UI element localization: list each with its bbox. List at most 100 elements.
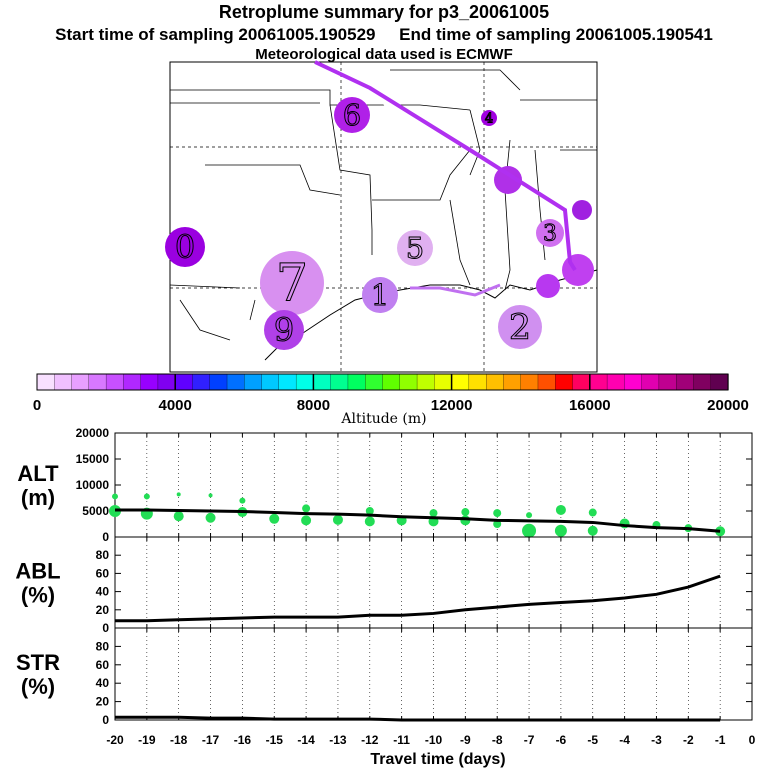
plume-label-5: 5 <box>406 231 424 265</box>
plume-label-0: 0 <box>175 228 195 266</box>
plume-circle-extra <box>562 254 594 286</box>
y-tick-label: 40 <box>96 585 110 599</box>
series-line-alt <box>115 508 721 533</box>
colorbar-swatch <box>382 373 401 391</box>
plume-label-7: 7 <box>276 255 308 314</box>
plume-circle-5 <box>397 230 433 266</box>
colorbar-swatch <box>365 373 384 391</box>
y-tick-label: 0 <box>102 713 109 727</box>
sampling-times: Start time of sampling 20061005.190529 E… <box>0 25 768 45</box>
x-tick-label: -20 <box>106 733 124 747</box>
colorbar-swatch <box>658 373 677 391</box>
met-data-label: Meteorological data used is ECMWF <box>255 46 513 63</box>
altitude-dot <box>173 511 184 522</box>
colorbar-swatch <box>589 373 608 391</box>
y-tick-label: 5000 <box>82 504 109 518</box>
plume-label-9: 9 <box>274 311 294 349</box>
altitude-dot <box>493 509 502 518</box>
x-tick-label: -17 <box>202 733 220 747</box>
colorbar-swatch <box>624 373 643 391</box>
y-tick-label: 0 <box>102 530 109 544</box>
altitude-dot <box>365 507 374 515</box>
y-tick-label: 80 <box>96 639 110 653</box>
gulf-coastline <box>264 269 598 361</box>
colorbar-swatch <box>175 373 194 391</box>
colorbar-tick-label: 20000 <box>707 397 749 414</box>
colorbar-swatch <box>399 373 418 391</box>
colorbar-swatch <box>416 373 435 391</box>
colorbar-tick-label: 4000 <box>159 397 192 414</box>
colorbar-swatch <box>330 373 349 391</box>
colorbar-swatch <box>123 373 142 391</box>
map-boundaries <box>169 69 597 341</box>
colorbar-axis-label: Altitude (m) <box>340 411 426 427</box>
plume-circle-7 <box>260 251 324 315</box>
plume-label-6: 6 <box>343 98 361 132</box>
panel-ylabel: STR <box>16 650 60 675</box>
plume-circle-3 <box>536 219 564 247</box>
series-line-abl <box>115 574 721 623</box>
colorbar-swatch <box>503 373 522 391</box>
y-tick-label: 60 <box>96 566 110 580</box>
time-series-panels: 05000100001500020000ALT(m)020406080ABL(%… <box>15 426 755 768</box>
colorbar-swatch <box>451 373 470 391</box>
colorbar-swatch <box>71 373 90 391</box>
x-tick-label: -19 <box>138 733 156 747</box>
panel-ylabel: (%) <box>21 674 55 699</box>
panel-ylabel: (m) <box>21 485 55 510</box>
x-tick-label: -11 <box>393 733 410 747</box>
altitude-dot <box>588 508 597 517</box>
y-tick-label: 15000 <box>76 452 110 466</box>
y-tick-label: 0 <box>102 621 109 635</box>
colorbar-swatch <box>520 373 539 391</box>
y-tick-label: 10000 <box>76 478 110 492</box>
panel-ylabel: (%) <box>21 583 55 608</box>
x-tick-label: -12 <box>361 733 379 747</box>
colorbar-swatch <box>209 373 228 391</box>
x-tick-label: -10 <box>425 733 443 747</box>
altitude-dot <box>587 525 598 536</box>
colorbar-swatch <box>105 373 125 391</box>
x-tick-label: -16 <box>234 733 252 747</box>
plume-label-3: 3 <box>543 222 557 247</box>
colorbar-swatch <box>157 373 176 391</box>
altitude-dot <box>143 493 150 500</box>
plume-trajectory-branch <box>410 283 501 297</box>
plume-circle-extra <box>572 200 592 220</box>
altitude-dot <box>364 516 375 527</box>
panel-str: 0 20 40 60 80 STR(%) <box>16 627 753 727</box>
x-tick-label: 0 <box>749 733 756 747</box>
y-tick-label: 20 <box>96 695 110 709</box>
altitude-dot <box>112 493 118 500</box>
y-tick-label: 60 <box>96 658 110 672</box>
plume-circle-6 <box>334 97 370 133</box>
x-tick-label: -4 <box>619 733 630 747</box>
plume-circle-extra <box>494 166 522 194</box>
colorbar-swatch <box>313 373 332 391</box>
colorbar-tick-label: 8000 <box>297 397 330 414</box>
altitude-dot <box>205 512 216 523</box>
colorbar-swatch <box>606 373 626 391</box>
x-tick-label: -1 <box>715 733 726 747</box>
x-tick-label: -6 <box>556 733 567 747</box>
altitude-dot <box>554 524 567 537</box>
chart-title: Retroplume summary for p3_20061005 <box>218 2 550 22</box>
colorbar-swatch <box>537 373 556 391</box>
altitude-dot <box>239 497 246 504</box>
x-tick-label: -2 <box>683 733 694 747</box>
panel-alt: 0 5000 10000 15000 20000 ALT(m) <box>17 426 753 544</box>
altitude-dot <box>429 509 438 518</box>
plume-trajectory <box>314 60 577 272</box>
plume-label-2: 2 <box>509 308 531 348</box>
y-tick-label: 20 <box>96 603 110 617</box>
plume-circle-2 <box>498 305 542 349</box>
series-line-str <box>115 715 721 722</box>
x-axis-label: Travel time (days) <box>370 751 505 768</box>
colorbar-swatch <box>88 373 107 391</box>
panel-abl: 0 20 40 60 80 ABL(%) <box>15 536 753 635</box>
altitude-colorbar: 0 4000 8000 12000 16000 20000 Altitude (m) <box>33 373 749 427</box>
plume-circle-0 <box>165 227 205 267</box>
x-tick-label: -14 <box>297 733 315 747</box>
y-tick-label: 40 <box>96 676 110 690</box>
altitude-dot <box>301 515 312 526</box>
